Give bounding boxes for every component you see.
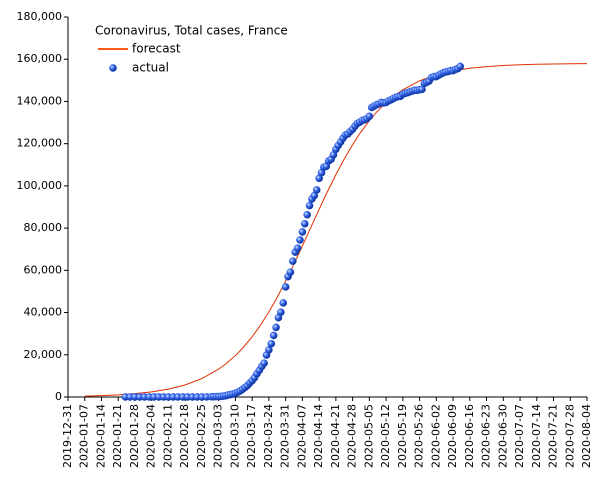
forecast-line xyxy=(84,63,588,397)
data-point xyxy=(312,186,321,194)
x-tick-label: 2020-01-14 xyxy=(94,404,107,468)
y-tick-label: 140,000 xyxy=(17,94,63,107)
x-tick-label: 2020-07-21 xyxy=(547,404,560,468)
x-tick-label: 2020-04-14 xyxy=(312,404,325,468)
x-tick-label: 2020-03-31 xyxy=(279,404,292,468)
legend-marker xyxy=(109,64,117,72)
data-point xyxy=(365,112,374,121)
x-tick-label: 2020-04-28 xyxy=(346,404,359,468)
y-tick-label: 100,000 xyxy=(17,179,63,192)
x-tick-label: 2020-06-09 xyxy=(446,404,459,468)
data-point xyxy=(277,308,285,316)
data-point xyxy=(272,323,280,332)
x-tick-label: 2020-02-04 xyxy=(145,404,158,468)
y-tick-label: 180,000 xyxy=(17,10,63,23)
chart-title: Coronavirus, Total cases, France xyxy=(95,24,288,38)
y-tick-label: 160,000 xyxy=(17,52,63,65)
x-tick-label: 2020-03-24 xyxy=(262,404,275,468)
y-tick-label: 20,000 xyxy=(24,348,63,361)
data-point xyxy=(269,331,278,340)
x-tick-label: 2020-01-28 xyxy=(128,404,141,468)
data-point xyxy=(279,299,288,307)
data-point xyxy=(296,236,304,244)
y-tick-label: 120,000 xyxy=(17,137,63,150)
x-tick-label: 2020-05-19 xyxy=(396,404,409,468)
legend-label: actual xyxy=(132,61,169,75)
x-tick-label: 2020-08-04 xyxy=(580,404,593,468)
x-tick-label: 2020-02-25 xyxy=(195,404,208,468)
x-tick-label: 2020-05-05 xyxy=(362,404,375,468)
x-tick-label: 2020-05-12 xyxy=(379,404,392,468)
x-tick-label: 2020-02-11 xyxy=(161,404,174,468)
x-tick-label: 2020-02-18 xyxy=(178,404,191,468)
y-tick-label: 40,000 xyxy=(24,306,63,319)
data-point xyxy=(298,228,307,236)
x-tick-label: 2020-04-21 xyxy=(329,404,342,468)
x-tick-label: 2020-03-03 xyxy=(212,404,225,468)
x-tick-label: 2020-06-02 xyxy=(429,404,442,468)
x-tick-label: 2020-01-07 xyxy=(78,404,91,468)
x-tick-label: 2019-12-31 xyxy=(61,404,74,468)
data-point xyxy=(300,219,309,228)
x-tick-label: 2020-06-16 xyxy=(463,404,476,468)
x-tick-label: 2020-06-23 xyxy=(480,404,493,468)
data-point xyxy=(281,283,290,291)
x-tick-label: 2020-07-28 xyxy=(563,404,576,468)
data-point xyxy=(260,359,268,367)
data-point xyxy=(286,268,295,277)
data-point xyxy=(289,257,297,265)
x-tick-label: 2020-04-07 xyxy=(295,404,308,468)
data-point xyxy=(267,339,276,348)
legend-label: forecast xyxy=(132,42,181,56)
x-tick-label: 2020-07-07 xyxy=(513,404,526,468)
data-point xyxy=(305,201,314,210)
x-tick-label: 2020-05-26 xyxy=(413,404,426,468)
data-point xyxy=(456,62,465,71)
x-tick-label: 2020-03-10 xyxy=(228,404,241,468)
data-point xyxy=(303,210,311,219)
data-point xyxy=(293,244,302,253)
y-tick-label: 60,000 xyxy=(24,263,63,276)
x-tick-label: 2020-07-14 xyxy=(530,404,543,468)
x-tick-label: 2020-06-30 xyxy=(496,404,509,468)
y-tick-label: 80,000 xyxy=(24,221,63,234)
y-tick-label: 0 xyxy=(55,390,62,403)
x-tick-label: 2020-03-17 xyxy=(245,404,258,468)
x-tick-label: 2020-01-21 xyxy=(111,404,124,468)
